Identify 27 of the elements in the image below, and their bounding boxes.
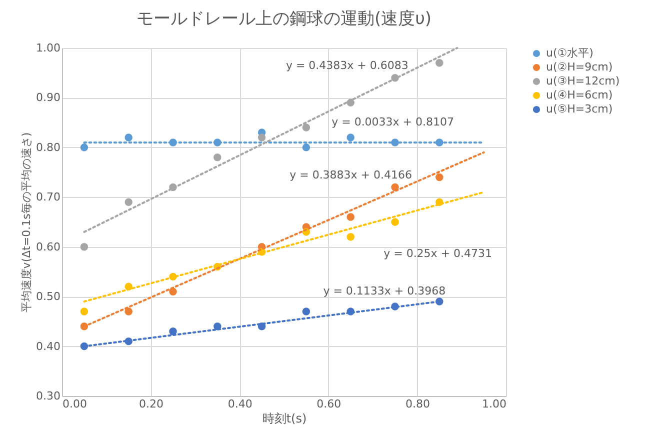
legend-label: u(②H=9cm) <box>546 60 613 74</box>
annotation: y = 0.25x + 0.4731 <box>384 247 492 260</box>
annotation: y = 0.0033x + 0.8107 <box>332 115 454 128</box>
x-tick-label: 0.20 <box>139 398 164 410</box>
y-tick-label: 1.00 <box>36 42 60 54</box>
y-axis-title: 平均速度v(Δt=0.1s毎の平均の速さ) <box>20 132 34 313</box>
y-tick-label: 0.80 <box>36 140 60 154</box>
x-axis-title: 時刻t(s) <box>262 412 307 426</box>
annotation: y = 0.1133x + 0.3968 <box>323 284 446 298</box>
x-tick-label: 1.00 <box>482 398 506 410</box>
y-tick-label: 0.30 <box>36 390 60 402</box>
y-tick-label: 0.90 <box>36 91 60 104</box>
chart-title: モールドレール上の鋼球の運動(速度υ) <box>136 9 432 29</box>
y-tick-label: 0.70 <box>36 190 60 204</box>
y-tick-label: 0.40 <box>36 340 60 353</box>
legend-label: u(③H=12cm) <box>546 74 620 88</box>
legend-label: u(④H=6cm) <box>546 88 613 102</box>
x-tick-label: 0.80 <box>405 398 430 410</box>
y-tick-label: 0.60 <box>36 240 60 254</box>
x-tick-label: 0.40 <box>228 398 252 410</box>
x-tick-label: 0.60 <box>316 398 342 410</box>
annotation: y = 0.3883x + 0.4166 <box>290 168 412 182</box>
legend-label: u(⑤H=3cm) <box>546 102 613 116</box>
annotation: y = 0.4383x + 0.6083 <box>286 59 408 72</box>
x-tick-label: 0.00 <box>62 398 87 410</box>
legend-label: u(①水平) <box>546 46 594 60</box>
y-tick-label: 0.50 <box>36 290 60 304</box>
